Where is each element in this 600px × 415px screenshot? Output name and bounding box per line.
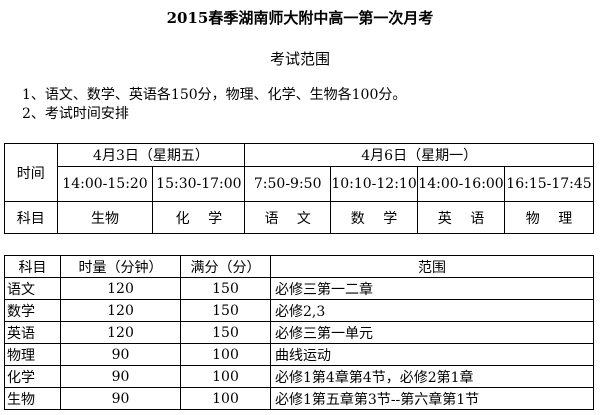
full-score-cell: 100 — [180, 343, 271, 366]
table-row: 物理 90 100 曲线运动 — [4, 343, 594, 366]
duration-cell: 120 — [60, 321, 181, 344]
time-slot: 16:15-17:45 — [504, 166, 594, 202]
duration-cell: 90 — [60, 365, 181, 388]
subject-cell: 物理 — [4, 343, 61, 366]
time-slot: 14:00-15:20 — [56, 166, 154, 202]
subject-cell: 生物 — [4, 387, 61, 410]
time-slot: 15:30-17:00 — [152, 166, 246, 202]
full-score-cell: 150 — [180, 321, 271, 344]
exam-schedule-table: 时间 4月3日（星期五） 4月6日（星期一） 14:00-15:20 15:30… — [4, 143, 594, 234]
full-score-cell: 100 — [180, 387, 271, 410]
day-header: 4月6日（星期一） — [244, 143, 594, 167]
exam-scope-table: 科目 时量（分钟） 满分（分） 范围 语文 120 150 必修三第一二章 数学 120 1… — [4, 255, 594, 410]
subject-label: 科目 — [4, 201, 58, 234]
header-cell: 满分（分） — [180, 255, 271, 278]
time-label: 时间 — [4, 143, 58, 202]
scope-cell: 曲线运动 — [270, 343, 594, 366]
duration-cell: 90 — [60, 343, 181, 366]
header-cell: 范围 — [270, 255, 594, 278]
scope-cell: 必修2,3 — [270, 299, 594, 322]
duration-cell: 120 — [60, 277, 181, 300]
header-cell: 科目 — [4, 255, 61, 278]
table-row: 生物 90 100 必修1第五章第3节--第六章第1节 — [4, 387, 594, 410]
header-cell: 时量（分钟） — [60, 255, 181, 278]
time-slot: 7:50-9:50 — [244, 166, 332, 202]
subject-cell: 英语 — [4, 321, 61, 344]
table-row: 语文 120 150 必修三第一二章 — [4, 277, 594, 300]
full-score-cell: 150 — [180, 277, 271, 300]
document-title: 2015春季湖南师大附中高一第一次月考 — [166, 9, 434, 27]
table-row: 化学 90 100 必修1第4章第4节，必修2第1章 — [4, 365, 594, 388]
subject-cell: 语文 — [4, 277, 61, 300]
subject-cell: 数学 — [4, 299, 61, 322]
day-header: 4月3日（星期五） — [56, 143, 246, 167]
duration-cell: 90 — [60, 387, 181, 410]
note-line-2: 2、考试时间安排 — [22, 106, 129, 122]
scope-cell: 必修1第五章第3节--第六章第1节 — [270, 387, 594, 410]
subject-cell: 化 学 — [152, 201, 246, 234]
subject-cell: 英 语 — [417, 201, 505, 234]
table-row: 英语 120 150 必修三第一单元 — [4, 321, 594, 344]
subject-cell: 生物 — [56, 201, 154, 234]
full-score-cell: 150 — [180, 299, 271, 322]
note-line-1: 1、语文、数学、英语各150分，物理、化学、生物各100分。 — [22, 87, 407, 103]
scope-cell: 必修三第一二章 — [270, 277, 594, 300]
subject-cell: 数 学 — [330, 201, 419, 234]
duration-cell: 120 — [60, 299, 181, 322]
time-slot: 10:10-12:10 — [330, 166, 419, 202]
subject-cell: 语 文 — [244, 201, 332, 234]
time-slot: 14:00-16:00 — [417, 166, 505, 202]
subject-cell: 物 理 — [504, 201, 594, 234]
table-row: 数学 120 150 必修2,3 — [4, 299, 594, 322]
section-heading: 考试范围 — [269, 50, 330, 68]
scope-cell: 必修三第一单元 — [270, 321, 594, 344]
full-score-cell: 100 — [180, 365, 271, 388]
scope-cell: 必修1第4章第4节，必修2第1章 — [270, 365, 594, 388]
subject-cell: 化学 — [4, 365, 61, 388]
